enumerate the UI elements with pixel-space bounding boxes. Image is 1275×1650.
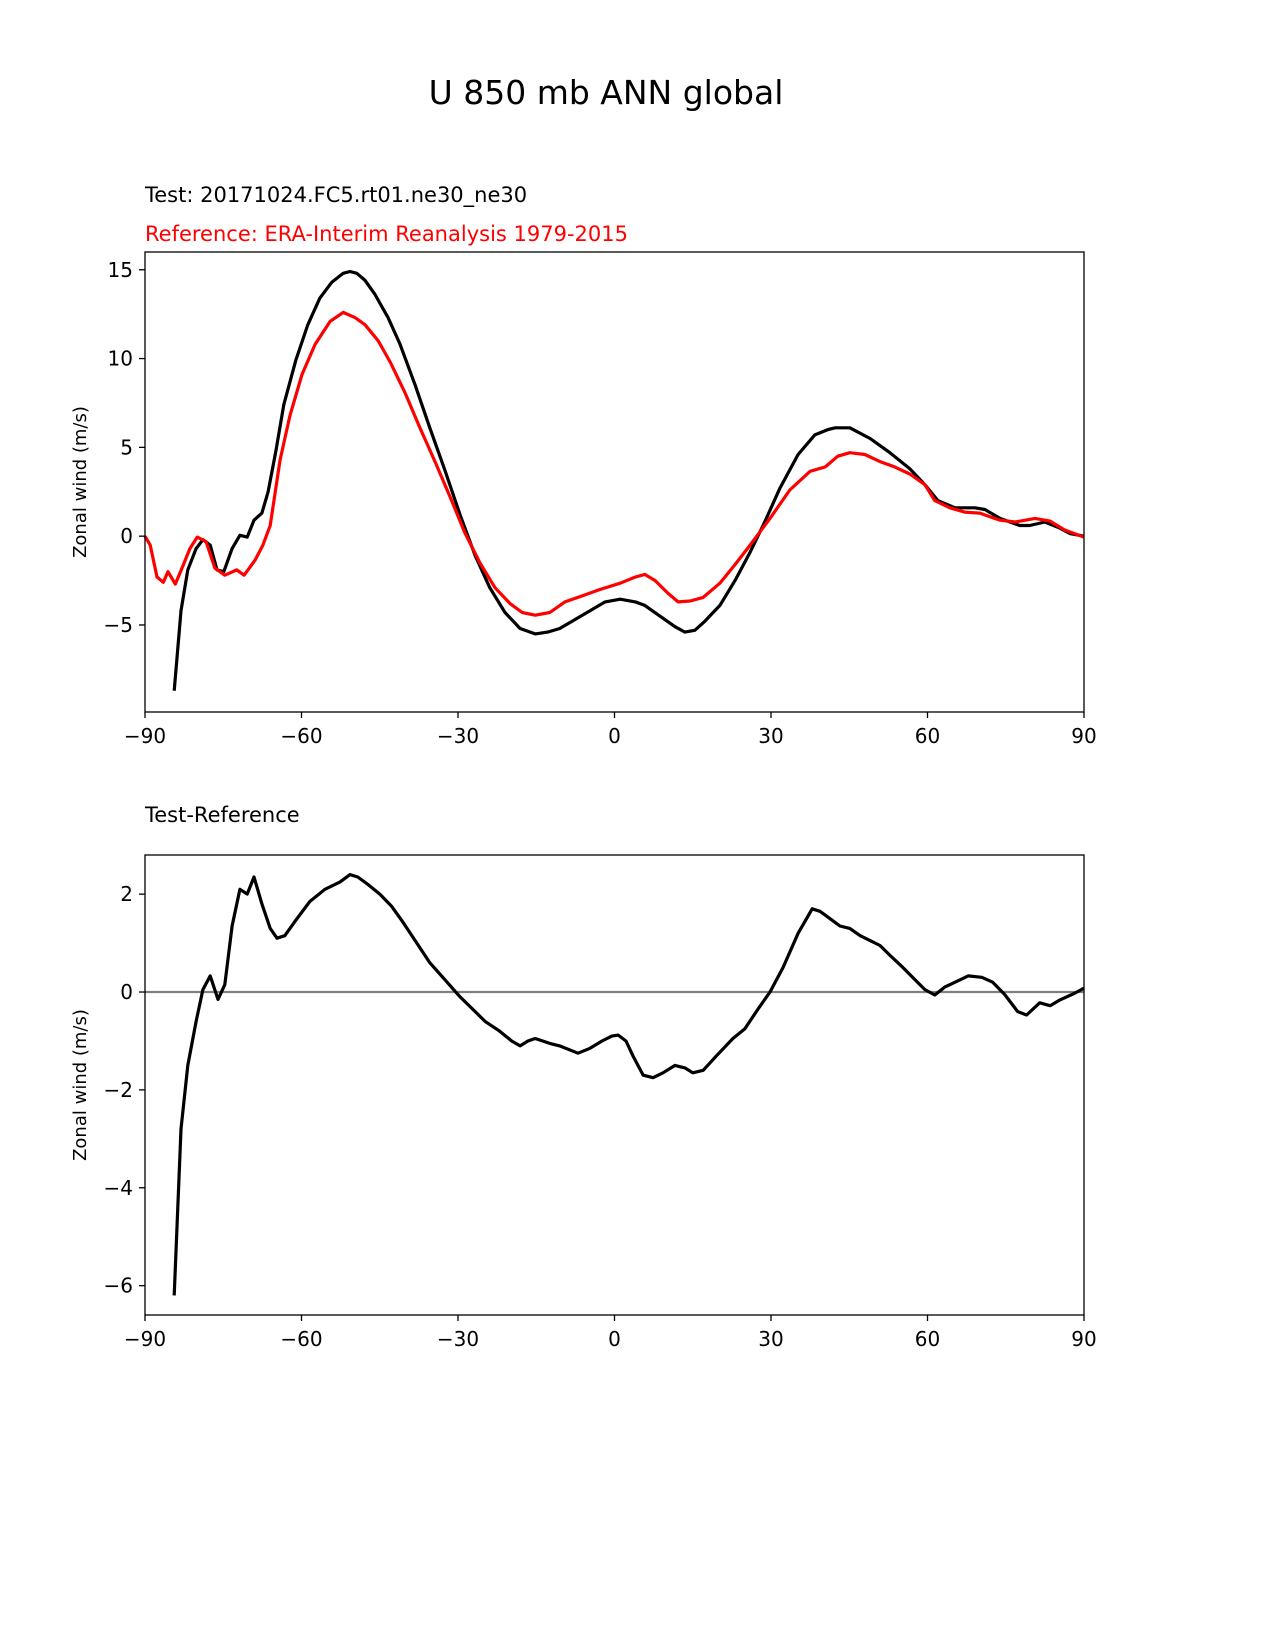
y-tick-label: −4 <box>104 1176 133 1200</box>
diff-panel-title: Test-Reference <box>144 803 300 827</box>
axes-frame <box>144 251 1085 713</box>
top-panel: −90 −60 −30 0 30 60 90 −5 0 5 10 15 <box>104 251 1097 748</box>
x-tick-label: −30 <box>437 724 479 748</box>
y-tick-label: 0 <box>120 524 133 548</box>
y-tick-label: 5 <box>120 435 133 459</box>
x-tick-label: −60 <box>280 724 322 748</box>
x-tick-label: −30 <box>437 1327 479 1351</box>
axes-frame <box>144 854 1085 1316</box>
figure-title: U 850 mb ANN global <box>429 73 784 112</box>
y-axis-label-top: Zonal wind (m/s) <box>70 406 91 558</box>
x-tick-label: 0 <box>608 1327 621 1351</box>
bottom-panel: −90 −60 −30 0 30 60 90 −6 −4 −2 0 2 <box>104 854 1097 1351</box>
series-line-test <box>172 269 1085 691</box>
y-tick-label: 15 <box>108 258 133 282</box>
x-tick-label: −90 <box>124 724 166 748</box>
x-tick-label: 90 <box>1071 1327 1096 1351</box>
x-tick-label: 60 <box>915 1327 940 1351</box>
x-tick-label: −60 <box>280 1327 322 1351</box>
series-line-test-reference <box>172 872 1085 1296</box>
reference-label: Reference: ERA-Interim Reanalysis 1979-2… <box>145 222 628 246</box>
y-tick-label: 10 <box>108 347 133 371</box>
y-tick-label: −2 <box>104 1078 133 1102</box>
x-tick-label: 90 <box>1071 724 1096 748</box>
x-tick-label: −90 <box>124 1327 166 1351</box>
x-tick-label: 30 <box>758 724 783 748</box>
x-tick-label: 60 <box>915 724 940 748</box>
y-tick-label: 2 <box>120 882 133 906</box>
x-tick-label: 30 <box>758 1327 783 1351</box>
test-label: Test: 20171024.FC5.rt01.ne30_ne30 <box>144 183 527 208</box>
y-tick-label: −6 <box>104 1274 133 1298</box>
series-line-reference <box>143 310 1085 617</box>
y-tick-label: 0 <box>120 980 133 1004</box>
y-tick-label: −5 <box>104 613 133 637</box>
y-axis-label-bottom: Zonal wind (m/s) <box>70 1009 91 1161</box>
x-tick-label: 0 <box>608 724 621 748</box>
